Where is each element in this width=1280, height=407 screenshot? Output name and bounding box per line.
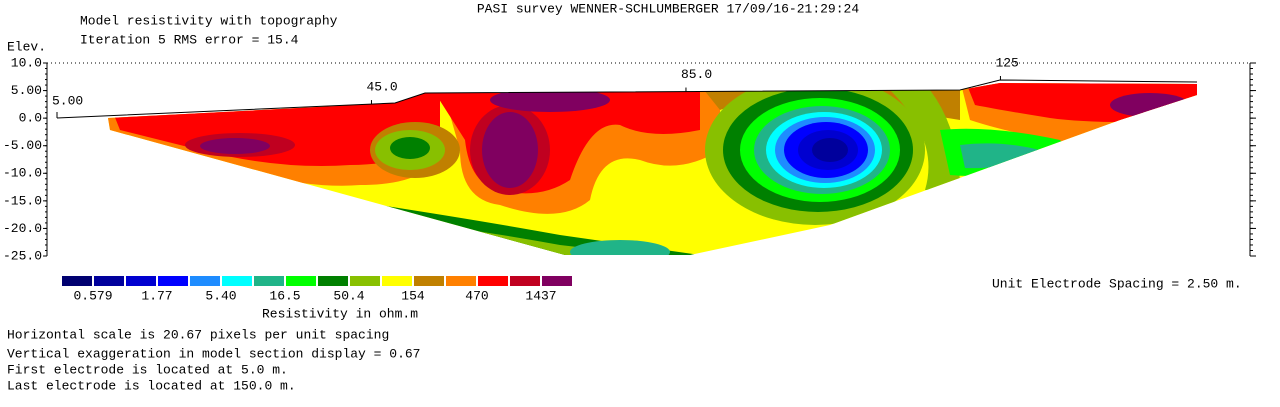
note: Horizontal scale is 20.67 pixels per uni… bbox=[7, 327, 389, 342]
y-tick-label: -5.00 bbox=[3, 138, 42, 153]
y-axis-label: Elev. bbox=[7, 39, 46, 54]
x-tick-label: 125 bbox=[995, 55, 1018, 70]
legend-swatch bbox=[478, 276, 508, 286]
x-tick-label: 45.0 bbox=[366, 79, 397, 94]
legend-label: 16.5 bbox=[269, 288, 300, 303]
legend-swatch bbox=[126, 276, 156, 286]
legend-label: 0.579 bbox=[73, 288, 112, 303]
legend-swatch bbox=[350, 276, 380, 286]
legend-swatch bbox=[158, 276, 188, 286]
legend-swatch bbox=[414, 276, 444, 286]
topography bbox=[56, 79, 1198, 119]
title: PASI survey WENNER-SCHLUMBERGER 17/09/16… bbox=[477, 1, 859, 16]
subtitle: Model resistivity with topography bbox=[80, 13, 338, 28]
model-section bbox=[108, 83, 1197, 255]
note: First electrode is located at 5.0 m. bbox=[7, 362, 288, 377]
x-tick-label: 5.00 bbox=[52, 93, 83, 108]
y-tick-label: 0.0 bbox=[19, 111, 42, 126]
y-tick-label: -15.0 bbox=[3, 193, 42, 208]
spacing-note: Unit Electrode Spacing = 2.50 m. bbox=[992, 276, 1242, 291]
legend-swatch bbox=[318, 276, 348, 286]
legend-label: 50.4 bbox=[333, 288, 364, 303]
legend-label: 154 bbox=[401, 288, 425, 303]
iteration: Iteration 5 RMS error = 15.4 bbox=[80, 32, 299, 47]
legend-swatch bbox=[286, 276, 316, 286]
legend-swatch bbox=[510, 276, 540, 286]
legend-swatch bbox=[94, 276, 124, 286]
note: Vertical exaggeration in model section d… bbox=[7, 346, 420, 361]
legend-swatch bbox=[62, 276, 92, 286]
legend-title: Resistivity in ohm.m bbox=[262, 306, 418, 321]
legend-label: 1.77 bbox=[141, 288, 172, 303]
x-tick-label: 85.0 bbox=[681, 67, 712, 82]
legend-swatch bbox=[382, 276, 412, 286]
legend-label: 1437 bbox=[525, 288, 556, 303]
note: Last electrode is located at 150.0 m. bbox=[7, 378, 296, 393]
y-tick-label: 5.00 bbox=[11, 83, 42, 98]
legend-swatch bbox=[254, 276, 284, 286]
legend-label: 5.40 bbox=[205, 288, 236, 303]
legend-label: 470 bbox=[465, 288, 488, 303]
y-tick-label: -10.0 bbox=[3, 166, 42, 181]
legend-swatch bbox=[222, 276, 252, 286]
y-tick-label: 10.0 bbox=[11, 55, 42, 70]
y-tick-label: -20.0 bbox=[3, 221, 42, 236]
legend-swatch bbox=[446, 276, 476, 286]
legend-swatch bbox=[190, 276, 220, 286]
y-tick-label: -25.0 bbox=[3, 248, 42, 263]
legend-swatch bbox=[542, 276, 572, 286]
